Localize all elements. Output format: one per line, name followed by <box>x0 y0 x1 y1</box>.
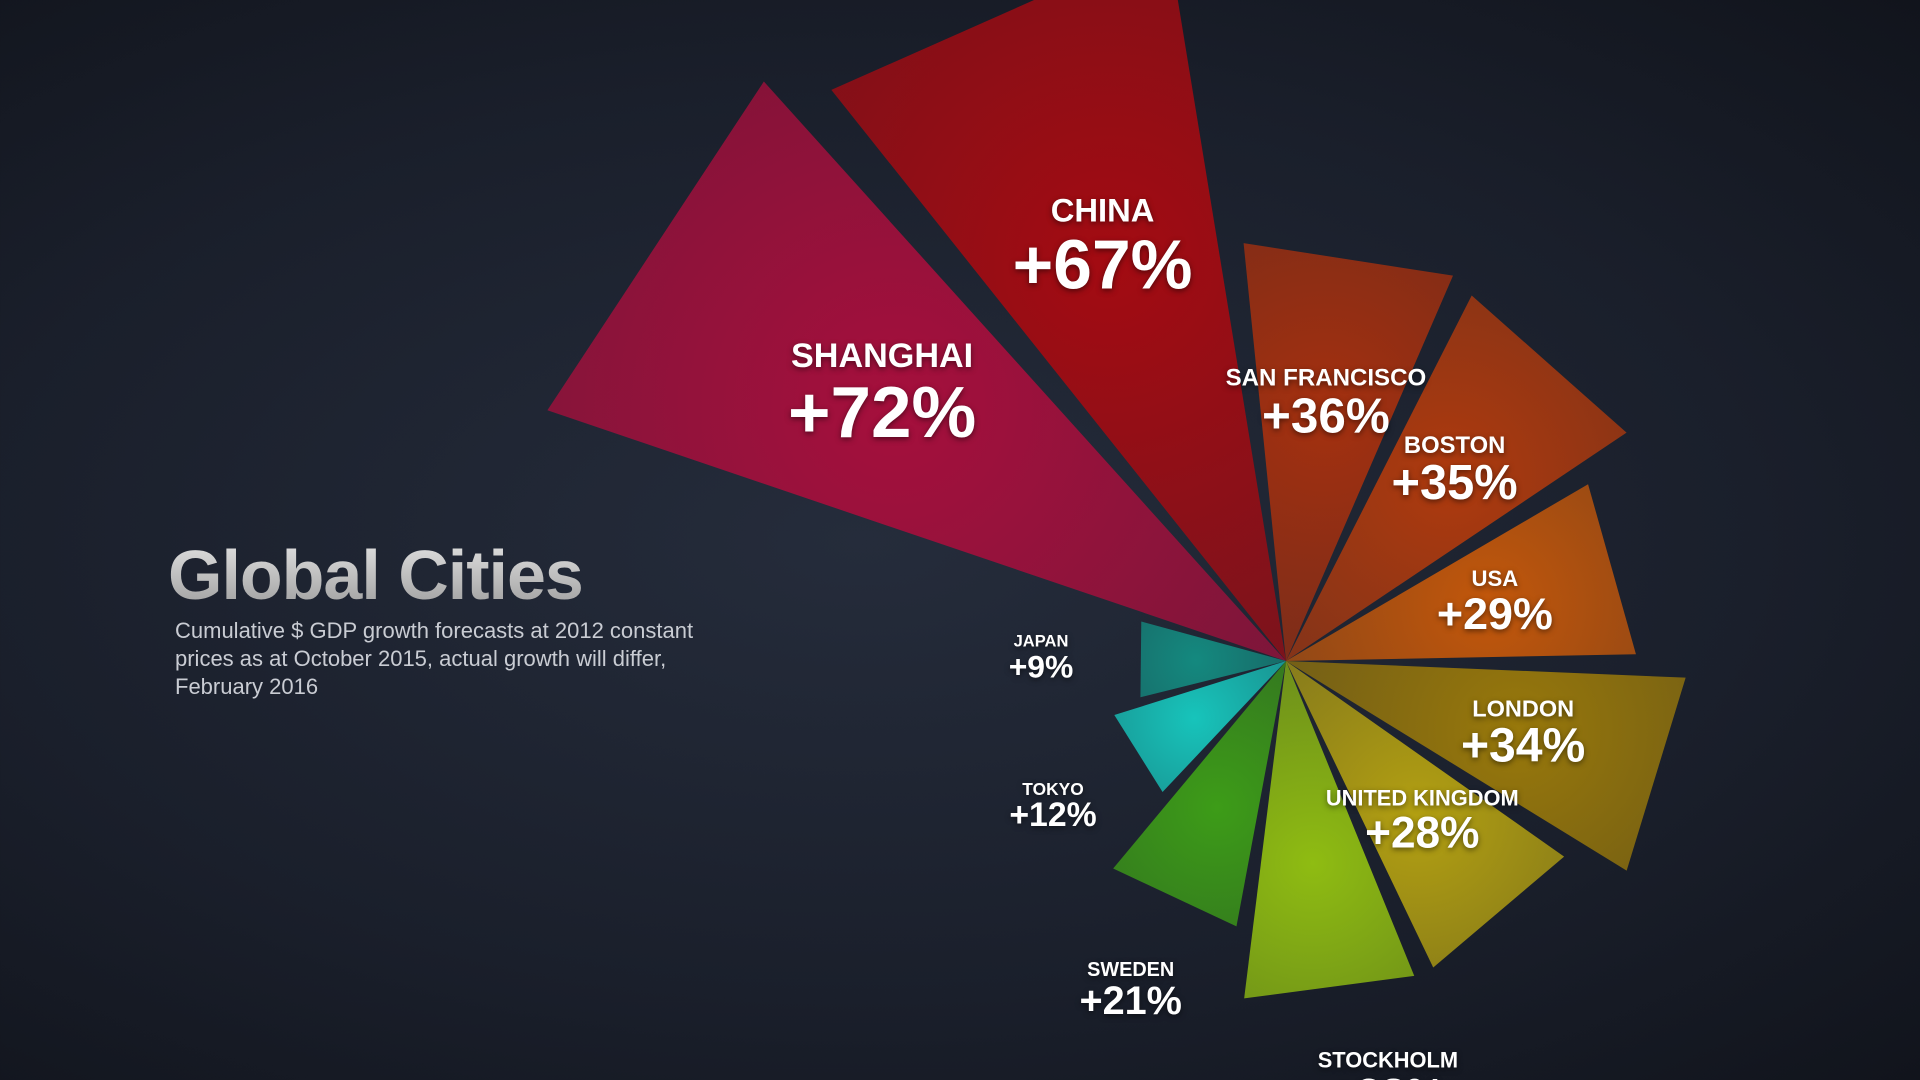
value-label: +72% <box>787 371 977 453</box>
triangle <box>1244 661 1415 999</box>
chart-subtitle: Cumulative $ GDP growth forecasts at 201… <box>175 618 694 699</box>
category-label: UNITED KINGDOM <box>1325 785 1519 811</box>
value-label: +36% <box>1262 388 1390 444</box>
data-label: STOCKHOLM+28% <box>1278 1047 1498 1080</box>
data-label: USA +29% <box>1385 566 1605 640</box>
triangle <box>831 0 1286 661</box>
value-label: +29% <box>1436 588 1553 640</box>
data-label: CHINA +67% <box>993 191 1213 303</box>
category-label: USA <box>1471 566 1519 592</box>
value-label: +12% <box>1009 796 1097 835</box>
triangle <box>1243 243 1454 662</box>
category-label: SHANGHAI <box>791 336 974 375</box>
value-label: +34% <box>1460 718 1586 773</box>
value-label: +9% <box>1008 648 1074 685</box>
data-label: SAN FRANCISCO +36% <box>1216 365 1436 442</box>
category-label: LONDON <box>1472 694 1575 721</box>
category-label: TOKYO <box>1022 779 1084 800</box>
category-label: STOCKHOLM <box>1317 1047 1458 1073</box>
triangle <box>1286 484 1636 661</box>
value-label: +21% <box>1079 978 1182 1023</box>
triangle <box>1113 661 1286 927</box>
value-label: +28% <box>1365 808 1480 858</box>
triangle <box>1286 661 1565 968</box>
category-label: BOSTON <box>1403 431 1506 459</box>
category-label: CHINA <box>1050 191 1155 229</box>
triangle <box>1286 661 1686 871</box>
data-label: JAPAN +9% <box>931 633 1151 684</box>
category-label: JAPAN <box>1013 631 1069 651</box>
triangle <box>1114 661 1286 793</box>
data-label: UNITED KINGDOM +28% <box>1312 785 1532 858</box>
category-label: SWEDEN <box>1087 959 1175 982</box>
data-label: LONDON +34% <box>1413 696 1633 771</box>
data-label: TOKYO +12% <box>943 780 1163 834</box>
data-label: SWEDEN +21% <box>1021 960 1241 1022</box>
data-label: SHANGHAI +72% <box>772 336 992 453</box>
value-label: +28% <box>1278 1071 1498 1080</box>
value-label: +35% <box>1391 455 1518 510</box>
triangle <box>547 81 1286 662</box>
triangle <box>1140 621 1286 698</box>
chart-title: Global Cities <box>168 536 584 614</box>
category-label: SAN FRANCISCO <box>1225 364 1427 392</box>
triangle <box>1286 295 1627 661</box>
value-label: +67% <box>1012 224 1193 303</box>
data-label: BOSTON +35% <box>1345 433 1565 509</box>
